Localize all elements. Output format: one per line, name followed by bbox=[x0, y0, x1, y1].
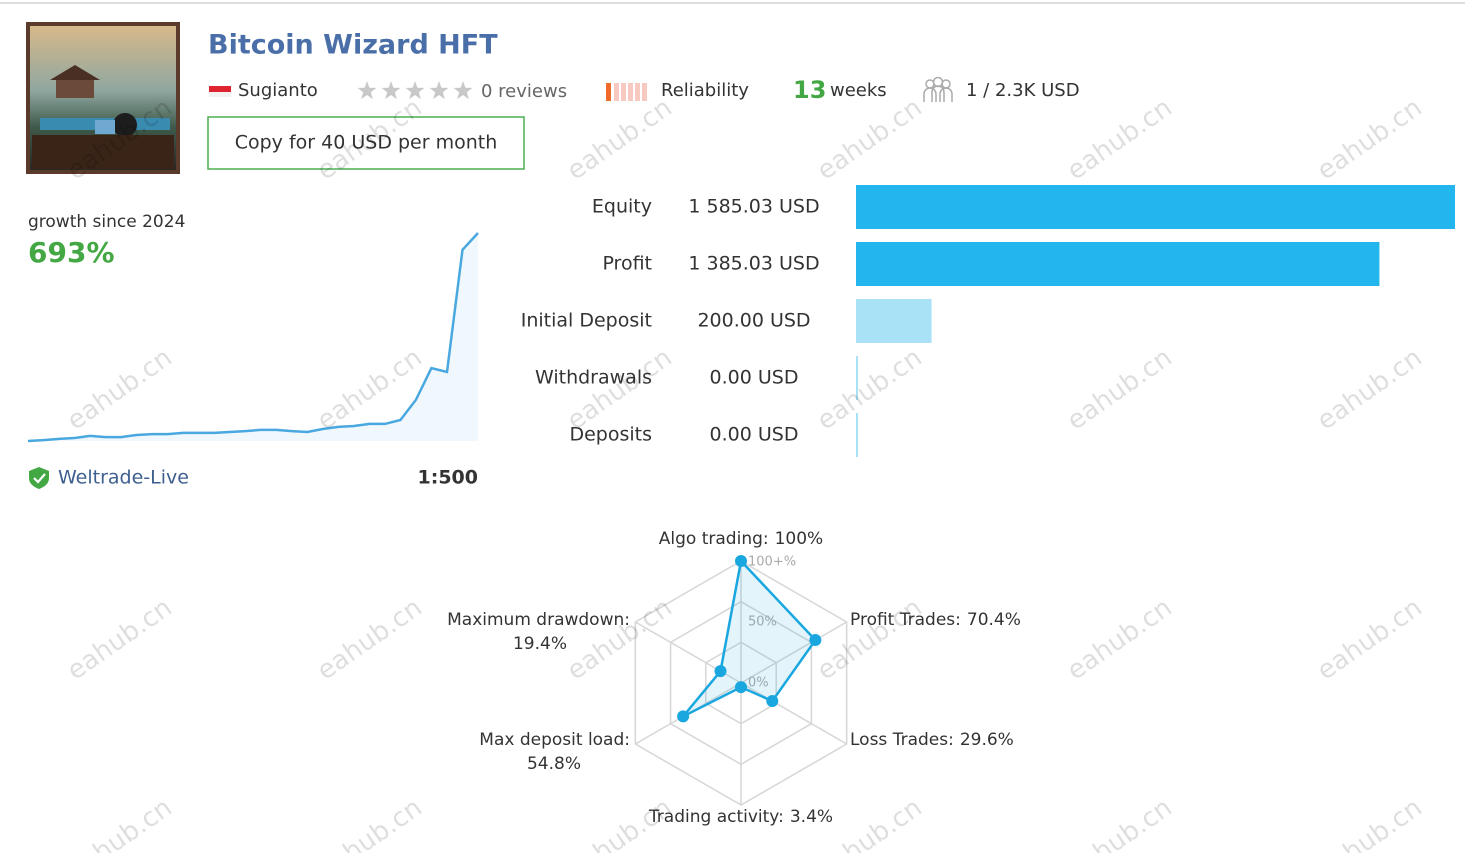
growth-line bbox=[27, 232, 479, 443]
radar-name: Loss Trades: bbox=[850, 730, 954, 750]
reliability-icon bbox=[606, 83, 647, 101]
watermark: eahub.cn bbox=[1312, 343, 1428, 437]
star bbox=[381, 81, 401, 100]
flag bbox=[209, 86, 231, 97]
growth-value: 693% bbox=[28, 236, 115, 269]
watermark: eahub.cn bbox=[812, 593, 928, 687]
radar-value: 29.6% bbox=[960, 730, 1014, 750]
radar-label: Loss Trades: 29.6% bbox=[850, 730, 1014, 750]
radar-spoke bbox=[740, 682, 848, 745]
broker[interactable]: Weltrade-Live bbox=[58, 467, 189, 489]
watermark: eahub.cn bbox=[62, 793, 178, 853]
bar bbox=[856, 242, 1380, 286]
radar-point bbox=[766, 695, 779, 708]
weeks-unit: weeks bbox=[830, 80, 887, 101]
radar-value: 19.4% bbox=[513, 634, 567, 654]
watermark: eahub.cn bbox=[1062, 593, 1178, 687]
watermark: eahub.cn bbox=[1062, 793, 1178, 853]
watermark: eahub.cn bbox=[562, 793, 678, 853]
radar-value: 100% bbox=[775, 529, 824, 549]
growth-label: growth since 2024 bbox=[28, 212, 185, 232]
row-value: 0.00 USD bbox=[710, 367, 799, 389]
broker-icon bbox=[29, 467, 49, 489]
ring-label: 100+% bbox=[748, 555, 796, 570]
rating-stars bbox=[357, 81, 473, 100]
row-label: Withdrawals bbox=[535, 367, 652, 389]
watermark: eahub.cn bbox=[62, 343, 178, 437]
reliability[interactable]: Reliability bbox=[661, 80, 749, 101]
watermark: eahub.cn bbox=[1062, 93, 1178, 187]
row-label: Initial Deposit bbox=[521, 310, 652, 332]
copy-button-label[interactable]: Copy for 40 USD per month bbox=[235, 132, 498, 154]
bar bbox=[856, 185, 1455, 229]
radar-area bbox=[682, 558, 817, 718]
row-value: 0.00 USD bbox=[710, 424, 799, 446]
radar-spoke bbox=[740, 621, 848, 684]
radar-point bbox=[735, 555, 747, 567]
reviews[interactable]: 0 reviews bbox=[481, 81, 567, 102]
watermark: eahub.cn bbox=[1062, 343, 1178, 437]
star bbox=[357, 81, 377, 100]
row-label: Deposits bbox=[569, 424, 652, 446]
radar-name: Algo trading: bbox=[659, 529, 769, 549]
radar-label: Max deposit load: bbox=[479, 730, 630, 750]
watermark: eahub.cn bbox=[562, 93, 678, 187]
radar-label: Algo trading: 100% bbox=[659, 529, 823, 549]
avatar bbox=[26, 22, 180, 174]
copy-button[interactable] bbox=[207, 116, 525, 170]
subscribers-icon bbox=[923, 76, 953, 102]
radar-point bbox=[677, 710, 690, 723]
radar-name: Trading activity: bbox=[648, 807, 784, 827]
growth-area bbox=[28, 233, 478, 441]
star bbox=[405, 81, 425, 100]
signal-title[interactable]: Bitcoin Wizard HFT bbox=[208, 30, 498, 61]
row-label: Equity bbox=[592, 196, 652, 218]
author[interactable]: Sugianto bbox=[238, 80, 318, 101]
bar bbox=[856, 299, 932, 343]
row-label: Profit bbox=[602, 253, 652, 275]
watermark: eahub.cn bbox=[312, 793, 428, 853]
radar-label: Maximum drawdown: bbox=[447, 610, 630, 630]
radar-label: Trading activity: 3.4% bbox=[648, 807, 833, 827]
watermark: eahub.cn bbox=[812, 343, 928, 437]
watermark: eahub.cn bbox=[562, 593, 678, 687]
radar-value: 70.4% bbox=[967, 610, 1021, 630]
subscribers: 1 / 2.3K USD bbox=[966, 80, 1080, 101]
radar-value: 3.4% bbox=[790, 807, 833, 827]
star bbox=[453, 81, 473, 100]
watermark: eahub.cn bbox=[312, 593, 428, 687]
row-value: 200.00 USD bbox=[697, 310, 810, 332]
row-value: 1 385.03 USD bbox=[688, 253, 819, 275]
ring-label: 0% bbox=[748, 676, 769, 691]
radar-value: 54.8% bbox=[527, 754, 581, 774]
radar-point bbox=[714, 665, 727, 678]
watermark: eahub.cn bbox=[1312, 793, 1428, 853]
watermark: eahub.cn bbox=[1312, 593, 1428, 687]
leverage: 1:500 bbox=[418, 467, 478, 489]
watermark: eahub.cn bbox=[1312, 93, 1428, 187]
ring-label: 50% bbox=[748, 615, 777, 630]
watermark: eahub.cn bbox=[62, 593, 178, 687]
weeks-value: 13 bbox=[793, 76, 826, 104]
row-value: 1 585.03 USD bbox=[688, 196, 819, 218]
radar-point bbox=[809, 634, 822, 647]
watermark: eahub.cn bbox=[812, 93, 928, 187]
radar-label: Profit Trades: 70.4% bbox=[850, 610, 1021, 630]
radar-name: Profit Trades: bbox=[850, 610, 961, 630]
radar-point bbox=[735, 681, 747, 694]
star bbox=[429, 81, 449, 100]
watermark: eahub.cn bbox=[562, 343, 678, 437]
